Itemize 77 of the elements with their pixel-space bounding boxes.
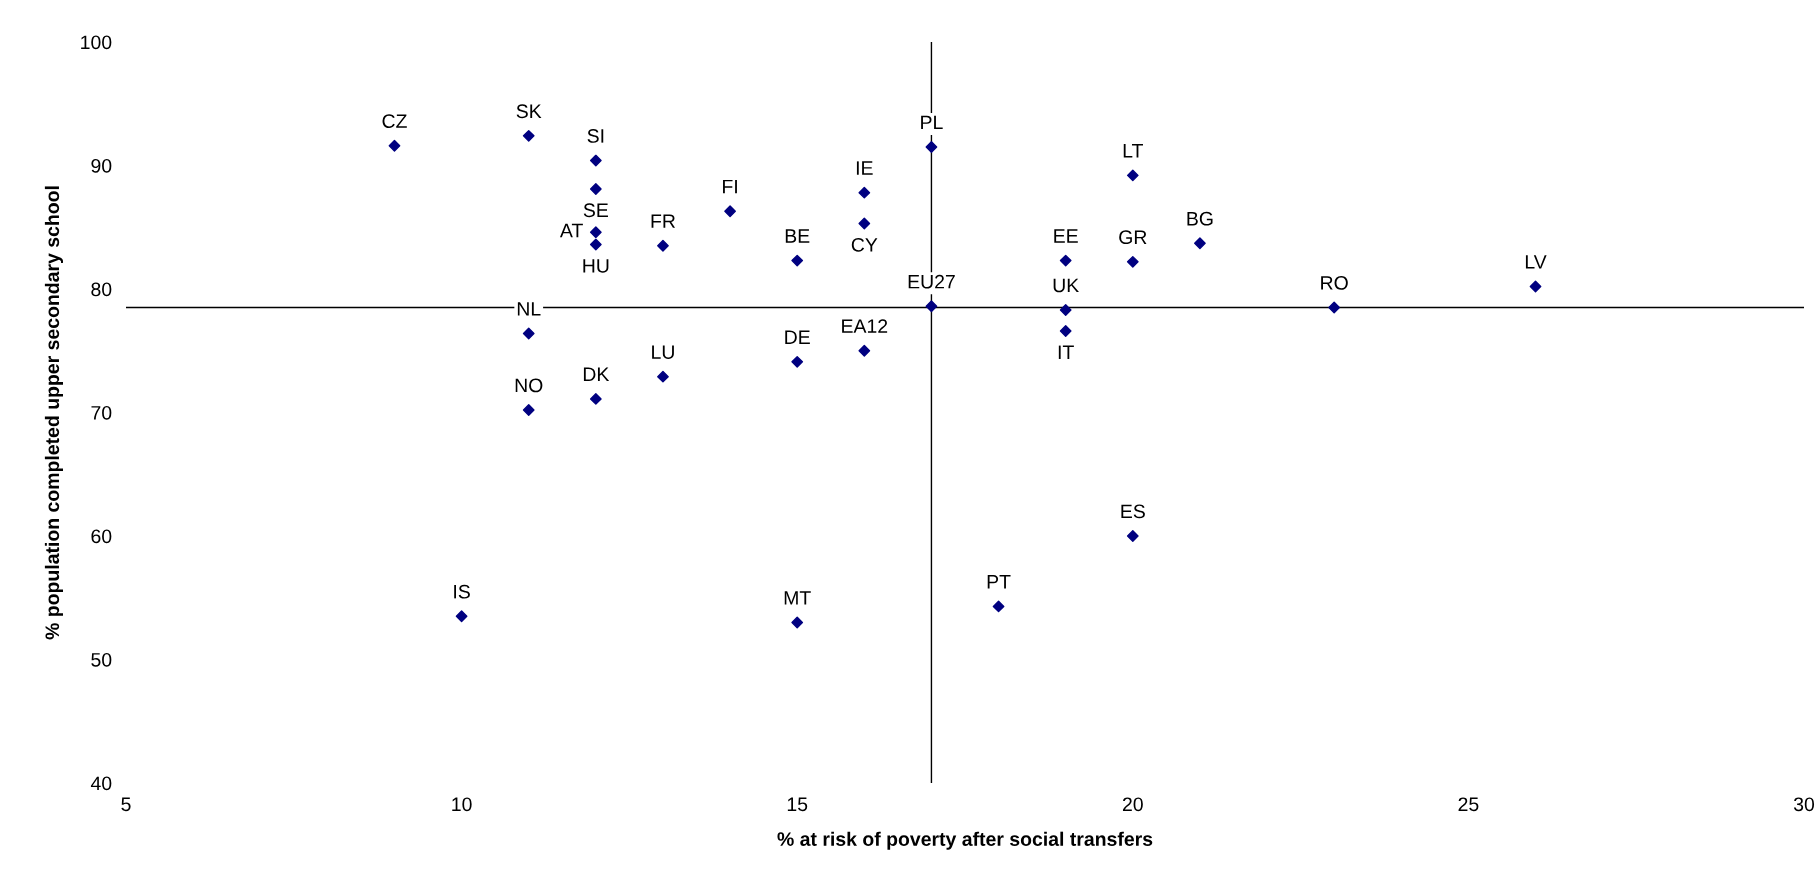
point [522, 327, 535, 340]
y-tick-label: 60 [91, 529, 112, 544]
point [589, 226, 602, 239]
point [589, 393, 602, 405]
point [522, 404, 535, 416]
data-label: CZ [382, 114, 407, 129]
point [657, 239, 669, 252]
x-tick-label: 25 [1458, 797, 1479, 812]
x-tick-label: 15 [787, 797, 808, 812]
data-label: DK [583, 367, 610, 381]
point [791, 254, 804, 267]
point [1328, 301, 1341, 314]
data-label: EU27 [908, 274, 955, 289]
x-tick-label: 20 [1122, 797, 1143, 812]
data-label: PT [987, 575, 1011, 589]
y-tick-label: 90 [91, 158, 112, 173]
point [1194, 237, 1206, 250]
point [589, 238, 602, 251]
x-axis-title: % at risk of poverty after social transfers [777, 831, 1153, 850]
data-label: LV [1525, 255, 1547, 269]
data-label: CY [851, 237, 878, 252]
data-label: SE [583, 203, 608, 218]
point [858, 344, 871, 357]
data-label: NL [517, 302, 541, 316]
data-label: ES [1121, 504, 1145, 519]
point [791, 616, 804, 629]
point [791, 355, 804, 368]
point [1059, 325, 1072, 337]
point [522, 129, 535, 142]
x-tick-label: 10 [452, 797, 472, 812]
data-label: HU [583, 259, 609, 273]
point [589, 183, 602, 195]
point [589, 154, 602, 167]
point [657, 370, 669, 383]
point [455, 610, 468, 623]
y-axis-title: % population completed upper secondary school [44, 186, 64, 640]
data-label: DE [785, 330, 810, 344]
data-label: NO [515, 378, 543, 393]
data-label: BG [1187, 211, 1213, 226]
x-tick-label: 30 [1793, 797, 1815, 812]
x-tick-label: 5 [121, 797, 131, 812]
y-tick-label: 80 [91, 282, 112, 297]
point [925, 300, 938, 313]
data-label: BE [785, 229, 810, 243]
point [1126, 255, 1139, 268]
point [388, 139, 401, 152]
data-label: EA12 [842, 319, 888, 333]
data-label: FI [723, 179, 737, 194]
point [1059, 254, 1072, 267]
point [858, 186, 871, 199]
data-label: PL [921, 115, 943, 130]
data-label: UK [1053, 278, 1079, 293]
data-label: LT [1123, 144, 1143, 158]
data-label: IE [856, 161, 873, 175]
point [1529, 280, 1542, 293]
point [1059, 304, 1072, 316]
y-tick-label: 50 [91, 652, 112, 667]
data-label: EE [1054, 229, 1078, 243]
data-label: RO [1321, 276, 1348, 290]
point [992, 600, 1005, 613]
data-label: LU [652, 345, 674, 359]
data-label: SI [587, 129, 604, 143]
point [1126, 530, 1139, 542]
data-label: FR [651, 214, 676, 228]
point [925, 141, 938, 153]
data-label: IT [1058, 345, 1074, 359]
data-label: GR [1119, 230, 1147, 245]
data-label: MT [784, 591, 811, 605]
y-tick-label: 70 [91, 405, 112, 420]
point [1126, 169, 1139, 182]
data-label: AT [559, 223, 583, 238]
y-tick-label: 100 [81, 35, 112, 50]
data-label: SK [516, 104, 542, 119]
y-tick-label: 40 [90, 776, 112, 791]
point [724, 205, 736, 218]
data-label: IS [454, 584, 470, 599]
point [858, 217, 871, 230]
